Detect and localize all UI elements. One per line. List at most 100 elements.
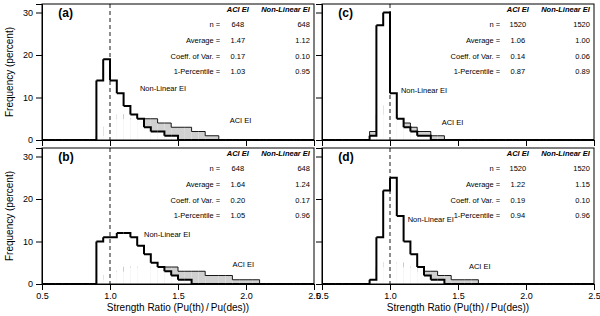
y-tick bbox=[316, 284, 322, 285]
y-tick-label: 30 bbox=[23, 8, 33, 18]
annotation: Non-Linear EI bbox=[144, 230, 190, 239]
stats-header: Non-Linear EI bbox=[541, 149, 591, 158]
x-tick: 0.5 bbox=[316, 284, 329, 301]
histogram-outline bbox=[239, 279, 246, 280]
reference-line bbox=[110, 4, 111, 140]
histogram-bar bbox=[404, 127, 411, 140]
y-tick-label: 10 bbox=[23, 93, 33, 103]
stats-row-label: Coeff. of Var. = bbox=[171, 52, 221, 61]
chart-svg: 0102030(a)Non-Linear EIACI EIACI EINon-L… bbox=[0, 0, 600, 316]
stats-row-label: n = bbox=[490, 164, 501, 173]
histogram-outline bbox=[117, 93, 124, 106]
histogram-bar bbox=[376, 237, 383, 284]
stats-header: Non-Linear EI bbox=[541, 5, 591, 14]
histogram-bar bbox=[103, 59, 110, 140]
histogram-bar bbox=[451, 280, 458, 284]
histogram-outline bbox=[438, 136, 445, 140]
y-tick: 0 bbox=[28, 279, 42, 289]
stats-row-label: Average = bbox=[186, 180, 221, 189]
x-tick bbox=[178, 140, 179, 146]
histogram-outline bbox=[164, 135, 171, 137]
histogram-bar bbox=[232, 280, 239, 284]
panel-label: (d) bbox=[338, 150, 353, 164]
histogram-outline bbox=[171, 276, 178, 280]
stats-value: 0.94 bbox=[511, 211, 526, 220]
y-axis-title: Frequency (percent) bbox=[4, 27, 15, 117]
x-tick bbox=[594, 140, 595, 146]
reference-line bbox=[390, 4, 391, 140]
y-tick bbox=[316, 157, 322, 158]
histogram-outline bbox=[390, 178, 397, 216]
histogram-outline bbox=[151, 131, 158, 133]
stats-row-label: Coeff. of Var. = bbox=[451, 52, 501, 61]
histogram-outline bbox=[198, 271, 205, 275]
histogram-bar bbox=[431, 280, 438, 284]
histogram-bar bbox=[110, 81, 117, 141]
histogram-bar bbox=[417, 267, 424, 284]
histogram-bar bbox=[424, 136, 431, 140]
series-1 bbox=[42, 59, 314, 140]
histogram-outline bbox=[103, 236, 110, 238]
stats-value: 0.87 bbox=[511, 67, 526, 76]
histogram-outline bbox=[144, 118, 151, 119]
histogram-outline bbox=[397, 119, 404, 128]
stats-value: 1.24 bbox=[295, 180, 310, 189]
histogram-bar bbox=[410, 254, 417, 284]
histogram-bar bbox=[178, 280, 185, 284]
histogram-outline bbox=[185, 127, 192, 131]
x-tick-label: 0.5 bbox=[36, 291, 49, 301]
histogram-bar bbox=[390, 178, 397, 284]
histogram-outline bbox=[253, 280, 260, 284]
histogram-bar bbox=[438, 280, 445, 284]
histogram-outline bbox=[397, 216, 404, 242]
histogram-bar bbox=[417, 132, 424, 141]
histogram-bar bbox=[178, 271, 185, 284]
y-tick bbox=[316, 13, 322, 14]
y-tick bbox=[316, 55, 322, 56]
y-tick: 30 bbox=[23, 8, 42, 18]
stats-value: 0.96 bbox=[575, 211, 590, 220]
y-tick-mark bbox=[36, 199, 42, 200]
histogram-bar bbox=[185, 271, 192, 284]
y-tick-mark bbox=[316, 98, 322, 99]
y-axis-title: Frequency (percent) bbox=[4, 171, 15, 261]
histogram-outline bbox=[390, 93, 397, 119]
x-tick: 1.0 bbox=[384, 284, 397, 301]
y-tick-mark bbox=[36, 13, 42, 14]
histogram-bar bbox=[205, 136, 212, 140]
histogram-bar bbox=[397, 119, 404, 140]
histogram-bar bbox=[390, 93, 397, 140]
histogram-bar bbox=[438, 136, 445, 140]
histogram-outline bbox=[431, 271, 438, 275]
x-tick-mark bbox=[594, 284, 595, 290]
histogram-bar bbox=[171, 127, 178, 140]
x-axis-line bbox=[323, 285, 595, 291]
histogram-outline bbox=[370, 25, 377, 136]
x-tick bbox=[314, 140, 315, 146]
stats-value: 648 bbox=[297, 20, 310, 29]
x-tick-mark bbox=[246, 284, 247, 290]
histogram-bar bbox=[158, 132, 165, 141]
plot-area bbox=[42, 148, 314, 284]
histogram-outline bbox=[370, 115, 377, 132]
histogram-bar bbox=[151, 132, 158, 141]
y-tick-label: 30 bbox=[23, 152, 33, 162]
x-tick-mark bbox=[458, 284, 459, 290]
histogram-outline bbox=[417, 267, 424, 276]
stats-value: 1.22 bbox=[511, 180, 526, 189]
histogram-outline bbox=[232, 279, 239, 280]
x-tick: 2.0 bbox=[240, 284, 253, 301]
histogram-outline bbox=[438, 275, 445, 276]
panel-label: (c) bbox=[338, 6, 353, 20]
histogram-outline bbox=[451, 279, 458, 280]
histogram-outline bbox=[110, 81, 117, 94]
histogram-outline bbox=[158, 132, 165, 136]
histogram-bar bbox=[144, 254, 151, 284]
histogram-bar bbox=[198, 271, 205, 284]
plot-frame bbox=[42, 148, 314, 284]
series-0 bbox=[322, 106, 594, 140]
histogram-outline bbox=[185, 280, 192, 284]
histogram-outline bbox=[444, 276, 451, 280]
annotation: ACI EI bbox=[442, 118, 464, 127]
stats-value: 0.20 bbox=[231, 196, 246, 205]
